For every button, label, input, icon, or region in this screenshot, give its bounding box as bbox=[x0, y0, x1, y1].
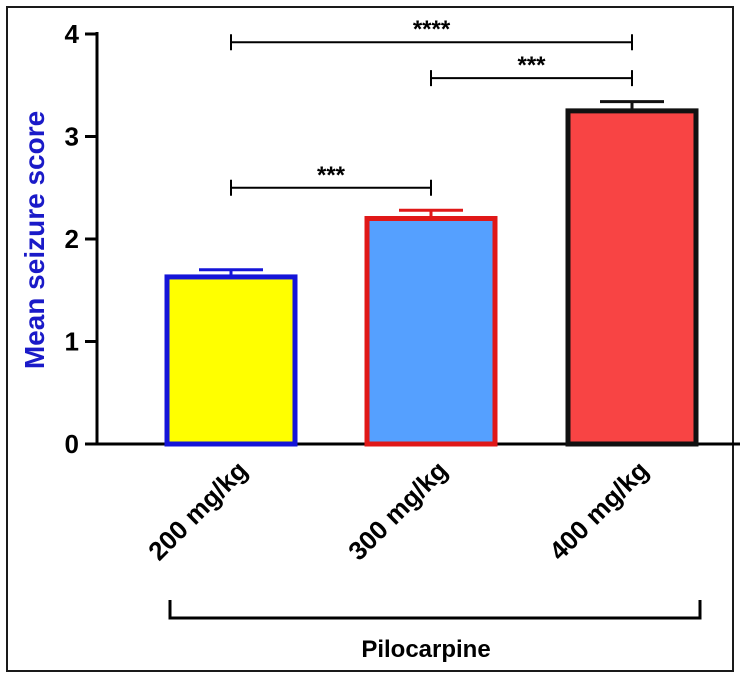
significance-bracket-3 bbox=[430, 70, 633, 87]
error-bars bbox=[199, 100, 664, 277]
significance-label: *** bbox=[317, 162, 346, 189]
bar-3 bbox=[565, 108, 699, 447]
bars bbox=[164, 108, 699, 447]
bar-1 bbox=[164, 274, 298, 447]
significance-label: *** bbox=[517, 52, 546, 79]
y-tick-label: 3 bbox=[65, 122, 79, 152]
significance-label: **** bbox=[413, 16, 451, 43]
significance-bracket-1 bbox=[230, 179, 432, 196]
y-tick-label: 4 bbox=[65, 19, 80, 49]
x-tick-label: 200 mg/kg bbox=[142, 455, 253, 566]
y-tick-label: 0 bbox=[65, 429, 79, 459]
y-tick-label: 2 bbox=[65, 224, 79, 254]
group-bracket: Pilocarpine bbox=[168, 600, 702, 663]
group-label: Pilocarpine bbox=[361, 636, 490, 663]
category-labels: 200 mg/kg 300 mg/kg 400 mg/kg bbox=[142, 455, 654, 566]
y-tick-label: 1 bbox=[65, 327, 79, 357]
x-tick-label: 400 mg/kg bbox=[543, 455, 654, 566]
significance-brackets: ********** bbox=[230, 16, 633, 196]
significance-bracket-2 bbox=[230, 34, 633, 51]
bar-2 bbox=[364, 216, 498, 447]
y-axis-title: Mean seizure score bbox=[19, 111, 50, 369]
x-tick-label: 300 mg/kg bbox=[342, 455, 453, 566]
group-bracket-line bbox=[168, 600, 702, 620]
